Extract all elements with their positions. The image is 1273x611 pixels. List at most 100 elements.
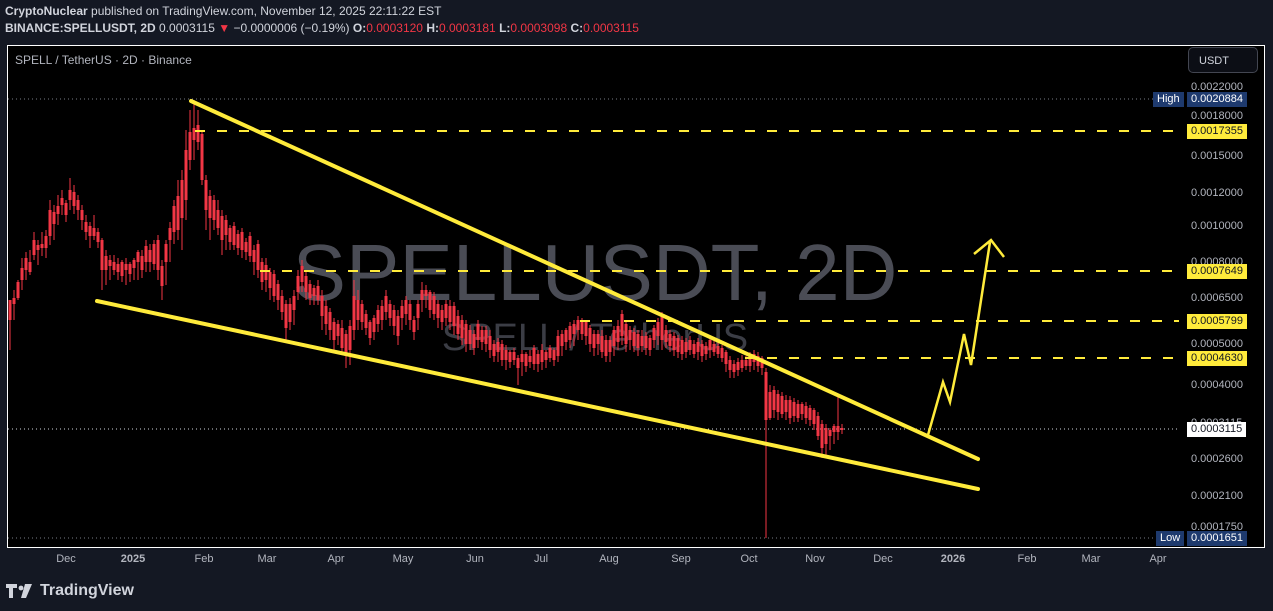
candle <box>456 316 460 334</box>
candle <box>424 290 428 296</box>
level-price-label: 0.0004630 <box>1187 351 1247 366</box>
candle <box>696 342 700 352</box>
candle <box>660 316 664 340</box>
candle <box>72 192 76 206</box>
projection-path[interactable] <box>926 241 992 436</box>
candle <box>828 430 832 436</box>
candle <box>496 342 500 352</box>
candle <box>596 334 600 344</box>
time-label: May <box>392 553 414 565</box>
symbol-info-line: BINANCE:SPELLUSDT, 2D 0.0003115 ▼ −0.000… <box>5 21 639 35</box>
time-label: Sep <box>671 553 691 565</box>
low-value: 0.0003098 <box>510 21 568 35</box>
chart-pane[interactable] <box>7 45 1180 548</box>
candle <box>636 334 640 348</box>
candle <box>452 306 456 326</box>
high-price-label: 0.0020884 <box>1187 92 1247 107</box>
candle <box>832 426 836 432</box>
candle <box>316 286 320 300</box>
low-tag: Low <box>1156 531 1185 546</box>
time-label: Mar <box>1081 553 1101 565</box>
price-tick: 0.0018000 <box>1191 110 1243 122</box>
price-tick: 0.0022000 <box>1191 81 1243 93</box>
candle <box>484 330 488 344</box>
candle <box>552 350 556 360</box>
candle <box>688 340 692 350</box>
open-value: 0.0003120 <box>366 21 423 35</box>
candle <box>336 324 340 336</box>
candle <box>164 244 168 262</box>
low-price-label: 0.0001651 <box>1187 531 1247 546</box>
price-tick: 0.0001750 <box>1191 521 1243 533</box>
high-tag: High <box>1153 92 1184 107</box>
candle <box>812 410 816 424</box>
candle <box>640 336 644 346</box>
upper-trendline[interactable] <box>189 99 980 461</box>
author-name[interactable]: CryptoNuclear <box>5 4 88 18</box>
candle <box>268 272 272 288</box>
candle <box>236 234 240 248</box>
candle <box>376 310 380 324</box>
candle <box>36 245 40 250</box>
time-label: Feb <box>194 553 214 565</box>
candle <box>796 404 800 418</box>
time-label: Oct <box>740 553 758 565</box>
candle <box>460 320 464 338</box>
last-price: 0.0003115 <box>159 21 215 35</box>
candle <box>768 392 772 418</box>
candle <box>808 408 812 420</box>
candle <box>744 360 748 366</box>
candle <box>436 304 440 318</box>
candle <box>608 340 612 352</box>
candle <box>388 304 392 318</box>
symbol-label: BINANCE:SPELLUSDT, 2D <box>5 21 156 35</box>
candle <box>56 206 60 214</box>
lower-trendline[interactable] <box>95 299 980 491</box>
candle <box>568 326 572 340</box>
chart-legend[interactable]: SPELL / TetherUS · 2D · Binance <box>15 53 192 67</box>
candle <box>228 228 232 242</box>
brand-footer[interactable]: TradingView <box>6 582 134 600</box>
price-tick: 0.0002600 <box>1191 453 1243 465</box>
candle <box>836 426 840 432</box>
candle <box>208 196 212 218</box>
candle <box>824 428 828 444</box>
candle <box>788 400 792 418</box>
candle <box>296 276 300 292</box>
price-tick: 0.0004000 <box>1191 379 1243 391</box>
high-label: H: <box>426 21 439 35</box>
candle <box>216 210 220 228</box>
candle <box>616 326 620 342</box>
candle <box>372 318 376 332</box>
candle <box>656 322 660 336</box>
candle <box>736 362 740 370</box>
candle <box>664 330 668 342</box>
candle <box>560 334 564 346</box>
candle <box>160 266 164 286</box>
close-label: C: <box>570 21 584 35</box>
price-tick: 0.0012000 <box>1191 187 1243 199</box>
time-label: Aug <box>599 553 619 565</box>
candle <box>132 260 136 268</box>
candle <box>480 330 484 342</box>
level-price-label: 0.0017355 <box>1187 124 1247 139</box>
candle <box>356 300 360 320</box>
candle <box>224 220 228 235</box>
candle <box>804 406 808 418</box>
candle <box>600 336 604 352</box>
candle <box>532 348 536 364</box>
candle <box>404 300 408 314</box>
candle <box>52 212 56 224</box>
candle <box>716 346 720 354</box>
candle <box>340 328 344 348</box>
candle <box>400 306 404 318</box>
candle <box>100 240 104 270</box>
candle <box>668 334 672 346</box>
close-value: 0.0003115 <box>583 21 639 35</box>
candle <box>684 342 688 352</box>
candle <box>220 216 224 240</box>
currency-button[interactable]: USDT <box>1188 47 1258 73</box>
candle <box>764 372 768 420</box>
candle <box>476 324 480 340</box>
